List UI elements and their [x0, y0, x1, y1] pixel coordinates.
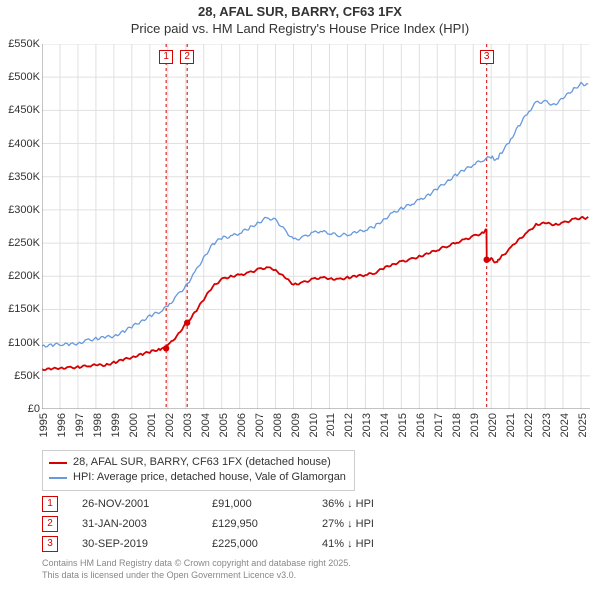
marker-diff: 41% ↓ HPI [322, 538, 432, 550]
chart-svg [42, 44, 590, 409]
legend-swatch [49, 462, 67, 464]
x-tick-label: 1997 [74, 413, 86, 437]
x-tick-label: 1995 [38, 413, 50, 437]
legend-swatch [49, 477, 67, 479]
x-tick-label: 2009 [290, 413, 302, 437]
title-address: 28, AFAL SUR, BARRY, CF63 1FX [0, 4, 600, 21]
x-tick-label: 2014 [379, 413, 391, 437]
title-block: 28, AFAL SUR, BARRY, CF63 1FX Price paid… [0, 4, 600, 38]
marker-table-row: 1 26-NOV-2001£91,00036% ↓ HPI [42, 494, 432, 514]
footer-line2: This data is licensed under the Open Gov… [42, 570, 351, 582]
footer-line1: Contains HM Land Registry data © Crown c… [42, 558, 351, 570]
x-tick-label: 2024 [559, 413, 571, 437]
legend-label: HPI: Average price, detached house, Vale… [73, 470, 346, 485]
marker-table-row: 3 30-SEP-2019£225,00041% ↓ HPI [42, 534, 432, 554]
footer-attribution: Contains HM Land Registry data © Crown c… [42, 558, 351, 581]
title-subtitle: Price paid vs. HM Land Registry's House … [0, 21, 600, 38]
x-tick-label: 2008 [272, 413, 284, 437]
x-tick-label: 2010 [308, 413, 320, 437]
x-tick-label: 2020 [487, 413, 499, 437]
marker-price: £91,000 [212, 498, 322, 510]
y-tick-label: £400K [2, 138, 40, 150]
y-tick-label: £100K [2, 337, 40, 349]
y-tick-label: £500K [2, 71, 40, 83]
x-tick-label: 2025 [577, 413, 589, 437]
marker-diff: 36% ↓ HPI [322, 498, 432, 510]
event-marker-box: 3 [480, 50, 494, 64]
x-tick-label: 2002 [164, 413, 176, 437]
marker-date: 30-SEP-2019 [82, 538, 212, 550]
x-tick-label: 2006 [236, 413, 248, 437]
y-tick-label: £50K [2, 370, 40, 382]
marker-date: 31-JAN-2003 [82, 518, 212, 530]
x-tick-label: 2018 [451, 413, 463, 437]
legend: 28, AFAL SUR, BARRY, CF63 1FX (detached … [42, 450, 355, 491]
y-tick-label: £0 [2, 403, 40, 415]
x-tick-label: 2011 [325, 413, 337, 437]
x-tick-label: 2005 [218, 413, 230, 437]
x-tick-label: 1999 [110, 413, 122, 437]
x-tick-label: 2022 [523, 413, 535, 437]
event-marker-box: 1 [159, 50, 173, 64]
x-tick-label: 1998 [92, 413, 104, 437]
y-tick-label: £150K [2, 303, 40, 315]
y-tick-label: £450K [2, 104, 40, 116]
marker-price: £129,950 [212, 518, 322, 530]
x-tick-label: 2013 [361, 413, 373, 437]
y-tick-label: £250K [2, 237, 40, 249]
marker-table: 1 26-NOV-2001£91,00036% ↓ HPI 2 31-JAN-2003… [42, 494, 432, 554]
x-tick-label: 2003 [182, 413, 194, 437]
plot-area [42, 44, 590, 409]
x-tick-label: 2019 [469, 413, 481, 437]
y-tick-label: £550K [2, 38, 40, 50]
y-tick-label: £300K [2, 204, 40, 216]
marker-price: £225,000 [212, 538, 322, 550]
marker-number-box: 2 [42, 516, 58, 532]
marker-diff: 27% ↓ HPI [322, 518, 432, 530]
x-tick-label: 2021 [505, 413, 517, 437]
legend-row: HPI: Average price, detached house, Vale… [49, 470, 346, 485]
marker-date: 26-NOV-2001 [82, 498, 212, 510]
x-tick-label: 2016 [415, 413, 427, 437]
marker-table-row: 2 31-JAN-2003£129,95027% ↓ HPI [42, 514, 432, 534]
x-tick-label: 2000 [128, 413, 140, 437]
legend-row: 28, AFAL SUR, BARRY, CF63 1FX (detached … [49, 455, 346, 470]
marker-number-box: 1 [42, 496, 58, 512]
x-tick-label: 2017 [433, 413, 445, 437]
x-tick-label: 2001 [146, 413, 158, 437]
x-tick-label: 2023 [541, 413, 553, 437]
x-tick-label: 2015 [397, 413, 409, 437]
x-tick-label: 2007 [254, 413, 266, 437]
x-tick-label: 2004 [200, 413, 212, 437]
y-tick-label: £350K [2, 171, 40, 183]
chart-container: 28, AFAL SUR, BARRY, CF63 1FX Price paid… [0, 0, 600, 590]
y-tick-label: £200K [2, 270, 40, 282]
event-marker-box: 2 [180, 50, 194, 64]
marker-number-box: 3 [42, 536, 58, 552]
x-tick-label: 1996 [56, 413, 68, 437]
x-tick-label: 2012 [343, 413, 355, 437]
legend-label: 28, AFAL SUR, BARRY, CF63 1FX (detached … [73, 455, 331, 470]
